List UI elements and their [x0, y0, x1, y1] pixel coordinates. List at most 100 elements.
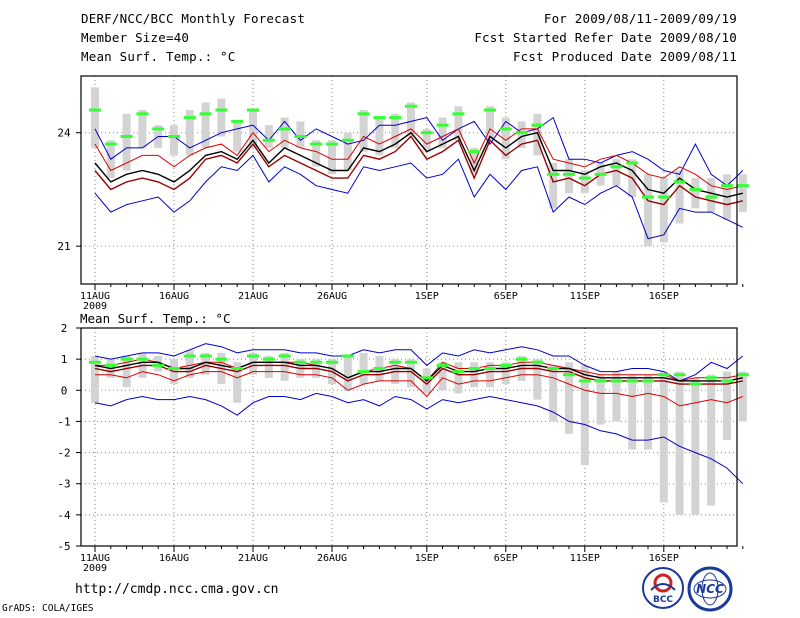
- median-marker: [610, 165, 623, 169]
- ensemble-range-box: [707, 374, 716, 506]
- median-marker: [420, 376, 433, 380]
- ensemble-range-box: [170, 125, 178, 156]
- median-marker: [326, 360, 338, 364]
- median-marker: [736, 373, 749, 377]
- ensemble-range-box: [138, 110, 147, 148]
- ensemble-range-box: [296, 121, 305, 148]
- ensemble-range-box: [201, 102, 210, 148]
- median-marker: [578, 379, 591, 383]
- median-marker: [657, 373, 670, 377]
- median-marker: [215, 357, 228, 361]
- median-marker: [373, 116, 386, 120]
- median-marker: [468, 150, 481, 154]
- ensemble-range-box: [422, 128, 431, 152]
- y-tick-label: -3: [57, 478, 70, 491]
- series-min-line: [94, 154, 744, 240]
- ensemble-range-box: [707, 178, 716, 213]
- median-marker: [484, 108, 496, 112]
- median-marker: [231, 366, 244, 370]
- ensemble-range-box: [549, 365, 558, 422]
- ensemble-range-box: [454, 106, 463, 141]
- ensemble-range-box: [375, 117, 384, 156]
- median-marker: [515, 131, 528, 135]
- median-marker: [104, 142, 117, 146]
- median-marker: [610, 379, 623, 383]
- median-marker: [689, 187, 702, 191]
- ncc-logo-text: NCC: [696, 582, 724, 596]
- source-url[interactable]: http://cmdp.ncc.cma.gov.cn: [75, 582, 279, 597]
- temperature-panel: Mean Surf. Temp.: °C 21 24 11AUG 16AUG 21AUG 2…: [57, 75, 749, 326]
- ensemble-range-box: [549, 162, 558, 209]
- series-lower-line: [94, 135, 743, 206]
- median-marker: [215, 108, 228, 112]
- median-marker: [247, 354, 259, 358]
- ensemble-range-box: [391, 113, 400, 148]
- ensemble-range-box: [359, 352, 368, 385]
- ensemble-range-box: [675, 371, 684, 515]
- x-tick-label: 26AUG: [317, 291, 347, 302]
- y-tick-label: -4: [57, 509, 71, 522]
- median-marker: [405, 360, 417, 364]
- ensemble-range-box: [91, 87, 99, 148]
- median-marker: [594, 172, 607, 176]
- x-tick-label: 21AUG: [238, 291, 268, 302]
- series-max-line: [94, 116, 744, 187]
- ensemble-range-box: [565, 362, 573, 434]
- median-marker: [89, 108, 101, 112]
- median-marker: [231, 119, 244, 123]
- median-marker: [673, 180, 686, 184]
- ensemble-range-box: [644, 374, 652, 450]
- ensemble-range-box: [91, 356, 99, 403]
- median-marker: [199, 112, 212, 116]
- median-marker: [499, 363, 512, 367]
- ensemble-range-box: [723, 371, 731, 441]
- median-marker: [136, 357, 149, 361]
- ensemble-range-box: [486, 106, 494, 141]
- x-tick-label: 11AUG: [80, 553, 110, 564]
- y-tick-label: 1: [61, 353, 68, 366]
- median-marker: [578, 176, 591, 180]
- median-marker: [310, 142, 323, 146]
- median-marker: [120, 357, 133, 361]
- median-marker: [104, 363, 117, 367]
- series-min-line: [94, 392, 744, 485]
- median-marker: [452, 370, 465, 374]
- median-marker: [294, 135, 307, 139]
- panel-title: Mean Surf. Temp.: °C: [80, 311, 231, 326]
- median-marker: [531, 123, 544, 127]
- median-marker: [705, 376, 718, 380]
- ensemble-range-box: [407, 102, 415, 137]
- ensemble-range-box: [596, 374, 605, 425]
- series-upper-line: [94, 128, 743, 191]
- ensemble-range-box: [644, 174, 652, 247]
- ensemble-range-box: [233, 121, 242, 152]
- median-marker: [262, 138, 275, 142]
- median-marker: [152, 363, 165, 367]
- x-tick-label: 16AUG: [159, 291, 189, 302]
- median-marker: [389, 116, 402, 120]
- ensemble-range-box: [122, 113, 131, 171]
- ensemble-range-box: [659, 178, 668, 243]
- forecast-period: For 2009/08/11-2009/09/19: [543, 11, 737, 26]
- ensemble-range-box: [612, 371, 621, 422]
- plot-frame: [80, 75, 738, 285]
- median-marker: [547, 172, 560, 176]
- member-size: Member Size=40: [81, 30, 190, 45]
- y-tick-label: -2: [57, 447, 70, 460]
- x-tick-label: 16SEP: [649, 291, 679, 302]
- series-max-line: [94, 343, 744, 382]
- median-marker: [278, 354, 291, 358]
- ensemble-range-box: [185, 110, 194, 156]
- ensemble-range-box: [217, 98, 226, 137]
- ensemble-range-box: [580, 170, 589, 194]
- median-marker: [278, 127, 291, 131]
- median-marker: [515, 357, 528, 361]
- ensemble-range-box: [470, 147, 479, 175]
- median-marker: [484, 366, 496, 370]
- x-tick-label: 6SEP: [494, 291, 518, 302]
- median-marker: [436, 363, 449, 367]
- median-marker: [673, 373, 686, 377]
- ensemble-range-box: [343, 356, 352, 391]
- ensemble-range-box: [438, 362, 447, 391]
